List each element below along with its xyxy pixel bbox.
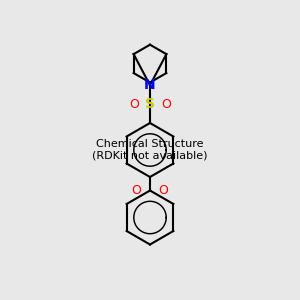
Text: N: N [144,78,156,92]
Text: O: O [132,184,141,197]
Text: O: O [161,98,171,111]
Text: O: O [159,184,168,197]
Text: O: O [129,98,139,111]
Text: Chemical Structure
(RDKit not available): Chemical Structure (RDKit not available) [92,139,208,161]
Text: S: S [145,97,155,111]
